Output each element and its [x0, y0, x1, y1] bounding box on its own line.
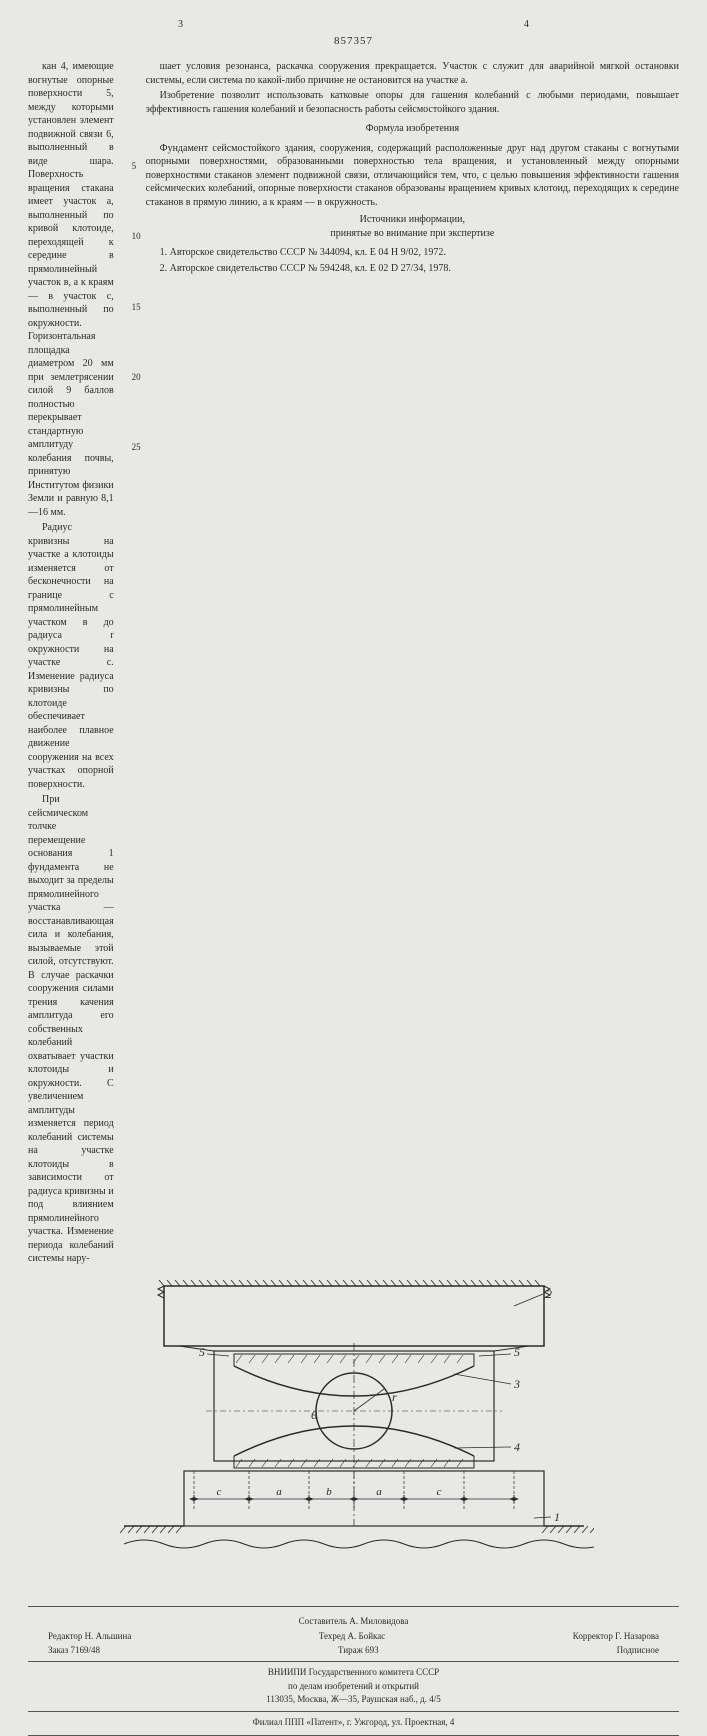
right-column: шает условия резонанса, раскачка сооруже… — [146, 60, 679, 1268]
text-columns: кан 4, имеющие вогнутые опорные поверхно… — [28, 60, 679, 1268]
svg-text:r: r — [392, 1390, 397, 1404]
line-num: 10 — [132, 230, 146, 242]
line-num: 15 — [132, 301, 146, 313]
technical-figure: c a b a c 2 5 5 3 4 6 r 1 — [114, 1276, 594, 1596]
svg-text:2: 2 — [546, 1287, 552, 1301]
footer-podpisnoe: Подписное — [617, 1644, 659, 1658]
page-num-left: 3 — [178, 18, 183, 32]
left-column: кан 4, имеющие вогнутые опорные поверхно… — [28, 60, 114, 1268]
footer-corrector: Корректор Г. Назарова — [573, 1630, 659, 1644]
footer-compiler: Составитель А. Миловидова — [28, 1613, 679, 1631]
svg-text:5: 5 — [199, 1345, 205, 1359]
para: шает условия резонанса, раскачка сооруже… — [146, 60, 679, 87]
svg-text:a: a — [276, 1486, 282, 1498]
patent-number: 857357 — [28, 34, 679, 49]
footer-editor: Редактор Н. Альшина — [48, 1630, 131, 1644]
source-ref: 2. Авторское свидетельство СССР № 594248… — [146, 262, 679, 276]
svg-text:a: a — [376, 1486, 382, 1498]
svg-text:6: 6 — [311, 1408, 317, 1422]
line-numbers: 5 10 15 20 25 — [132, 60, 146, 1268]
imprint-footer: Составитель А. Миловидова Редактор Н. Ал… — [28, 1606, 679, 1736]
footer-tirazh: Тираж 693 — [338, 1644, 379, 1658]
para: Изобретение позволит использовать катков… — [146, 89, 679, 116]
svg-text:4: 4 — [514, 1440, 520, 1454]
line-num: 5 — [132, 160, 146, 172]
para: Фундамент сейсмостойкого здания, сооруже… — [146, 142, 679, 210]
footer-techred: Техред А. Бойкас — [319, 1630, 385, 1644]
source-ref: 1. Авторское свидетельство СССР № 344094… — [146, 246, 679, 260]
line-num: 25 — [132, 441, 146, 453]
footer-org: по делам изобретений и открытий — [28, 1680, 679, 1694]
line-num: 20 — [132, 371, 146, 383]
svg-text:c: c — [216, 1486, 221, 1498]
svg-text:5: 5 — [514, 1345, 520, 1359]
para: Радиус кривизны на участке a клотоиды из… — [28, 521, 114, 791]
svg-text:c: c — [436, 1486, 441, 1498]
sources-title: Источники информации, принятые во вниман… — [146, 213, 679, 240]
svg-text:3: 3 — [513, 1377, 520, 1391]
para: При сейсмическом толчке перемещение осно… — [28, 793, 114, 1266]
svg-text:b: b — [326, 1486, 332, 1498]
footer-org: ВНИИПИ Государственного комитета СССР — [28, 1666, 679, 1680]
footer-order: Заказ 7169/48 — [48, 1644, 100, 1658]
footer-addr: Филиал ППП «Патент», г. Ужгород, ул. Про… — [28, 1716, 679, 1730]
formula-title: Формула изобретения — [146, 122, 679, 136]
para: кан 4, имеющие вогнутые опорные поверхно… — [28, 60, 114, 519]
svg-text:1: 1 — [554, 1510, 560, 1524]
page-num-right: 4 — [524, 18, 529, 32]
footer-addr: 113035, Москва, Ж—35, Раушская наб., д. … — [28, 1693, 679, 1707]
